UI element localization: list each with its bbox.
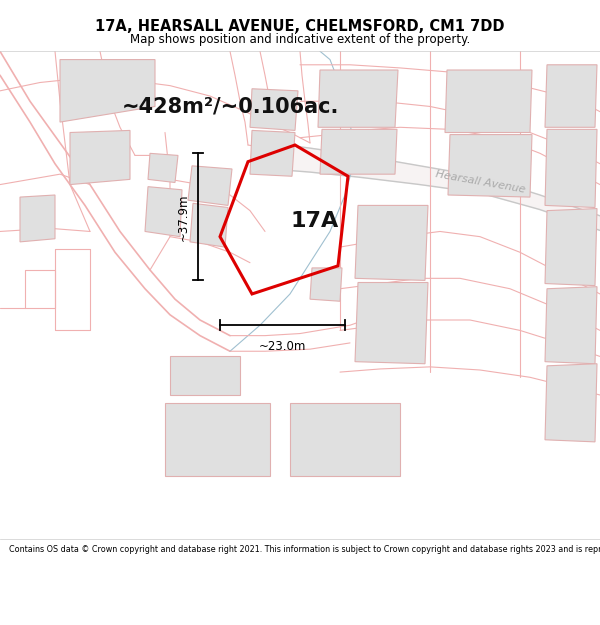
Polygon shape xyxy=(355,206,428,281)
Text: ~37.9m: ~37.9m xyxy=(177,193,190,241)
Text: 17A: 17A xyxy=(291,211,339,231)
Polygon shape xyxy=(320,129,397,174)
Polygon shape xyxy=(445,70,532,132)
Polygon shape xyxy=(318,70,398,128)
Polygon shape xyxy=(545,129,597,208)
Polygon shape xyxy=(250,131,295,176)
Polygon shape xyxy=(145,187,182,237)
Polygon shape xyxy=(20,195,55,242)
Polygon shape xyxy=(270,143,600,231)
Polygon shape xyxy=(545,65,597,128)
Text: Map shows position and indicative extent of the property.: Map shows position and indicative extent… xyxy=(130,33,470,46)
Polygon shape xyxy=(355,282,428,364)
Polygon shape xyxy=(170,356,240,395)
Polygon shape xyxy=(188,166,232,206)
Text: 17A, HEARSALL AVENUE, CHELMSFORD, CM1 7DD: 17A, HEARSALL AVENUE, CHELMSFORD, CM1 7D… xyxy=(95,19,505,34)
Polygon shape xyxy=(250,89,298,131)
Polygon shape xyxy=(310,268,342,301)
Polygon shape xyxy=(545,287,597,364)
Polygon shape xyxy=(190,203,228,247)
Polygon shape xyxy=(448,134,532,197)
Polygon shape xyxy=(545,209,597,286)
Text: ~428m²/~0.106ac.: ~428m²/~0.106ac. xyxy=(121,96,338,116)
Polygon shape xyxy=(545,364,597,442)
Polygon shape xyxy=(290,403,400,476)
Polygon shape xyxy=(165,403,270,476)
Polygon shape xyxy=(148,153,178,182)
Polygon shape xyxy=(70,131,130,184)
Polygon shape xyxy=(60,59,155,122)
Text: Contains OS data © Crown copyright and database right 2021. This information is : Contains OS data © Crown copyright and d… xyxy=(9,545,600,554)
Text: Hearsall Avenue: Hearsall Avenue xyxy=(434,169,526,194)
Text: ~23.0m: ~23.0m xyxy=(259,340,306,352)
